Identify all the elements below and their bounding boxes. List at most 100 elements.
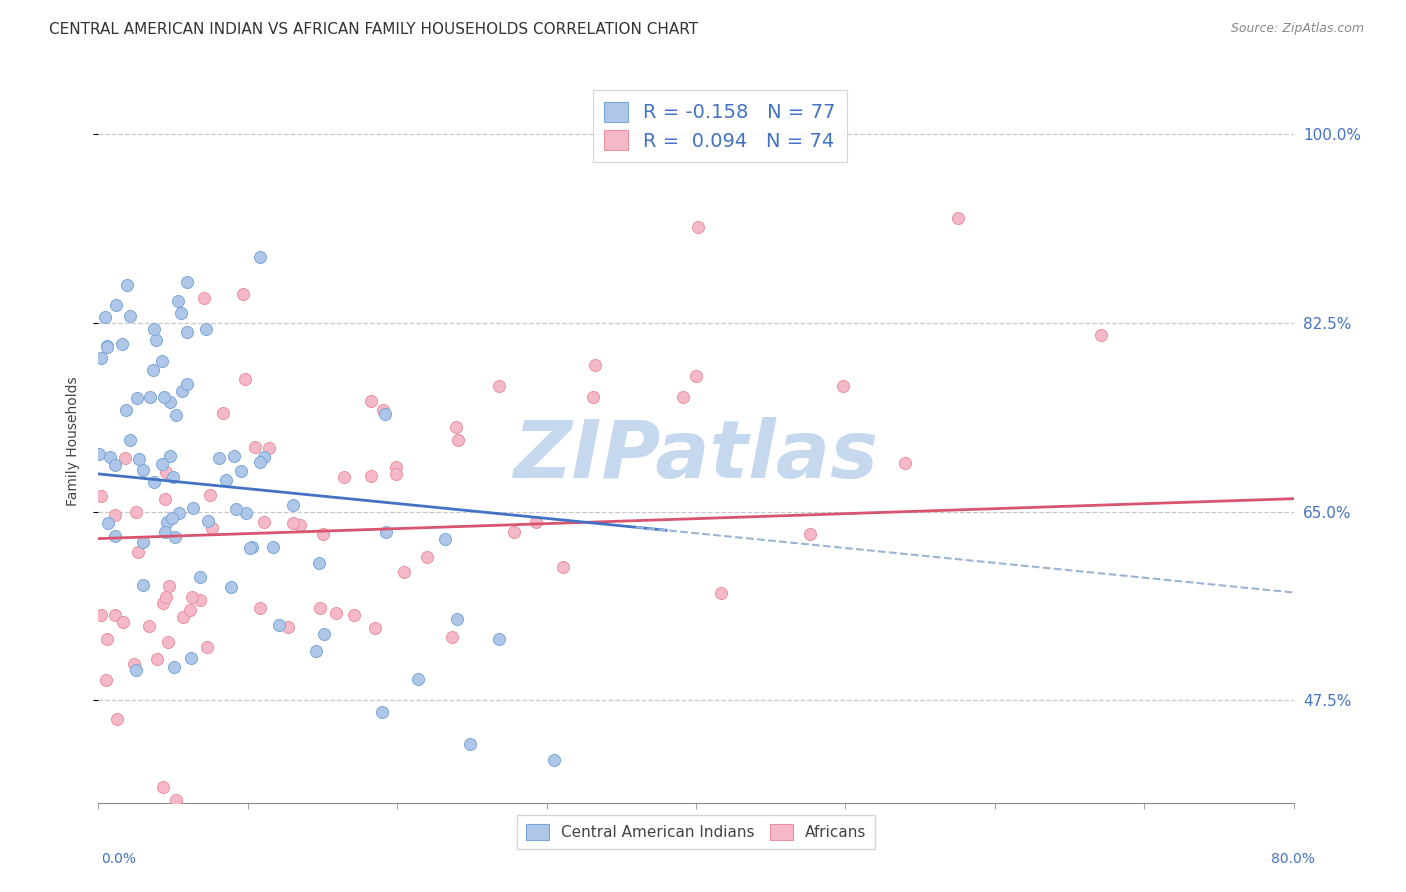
Point (176, 376, 198, 391)
Point (488, 379, 510, 393)
Point (131, 578, 153, 592)
Point (128, 452, 150, 467)
Point (543, 753, 565, 767)
Point (150, 458, 173, 472)
Point (524, 515, 547, 529)
Point (281, 516, 304, 530)
Point (201, 521, 224, 535)
Point (394, 565, 416, 579)
Point (132, 463, 155, 477)
Point (165, 793, 187, 807)
Text: 0.0%: 0.0% (101, 852, 136, 866)
Point (458, 737, 481, 751)
Point (211, 406, 233, 420)
Point (374, 525, 396, 540)
Text: CENTRAL AMERICAN INDIAN VS AFRICAN FAMILY HOUSEHOLDS CORRELATION CHART: CENTRAL AMERICAN INDIAN VS AFRICAN FAMIL… (49, 22, 699, 37)
Point (249, 601, 271, 615)
Point (288, 517, 311, 532)
Point (408, 673, 430, 687)
Point (125, 663, 148, 677)
Point (98, 450, 121, 465)
Point (90, 351, 112, 365)
Point (145, 334, 167, 348)
Point (370, 706, 392, 720)
Point (235, 506, 257, 520)
Point (87, 447, 110, 461)
Point (239, 541, 262, 555)
Point (360, 394, 382, 409)
Point (374, 407, 396, 421)
Point (139, 391, 162, 405)
Point (281, 498, 304, 512)
Point (157, 635, 180, 649)
Point (257, 441, 280, 455)
Point (831, 378, 853, 392)
Point (269, 617, 291, 632)
Point (385, 467, 408, 481)
Point (503, 524, 526, 539)
Point (167, 506, 190, 520)
Point (176, 326, 198, 340)
Point (155, 492, 177, 507)
Point (385, 459, 408, 474)
Point (96, 339, 118, 353)
Point (104, 529, 127, 543)
Point (253, 515, 276, 529)
Point (441, 630, 464, 644)
Point (125, 391, 148, 405)
Point (710, 586, 733, 600)
Point (170, 384, 193, 399)
Point (312, 526, 335, 541)
Point (240, 541, 263, 555)
Point (131, 535, 153, 549)
Point (197, 514, 219, 528)
Point (127, 544, 149, 558)
Point (96, 632, 118, 646)
Point (195, 640, 218, 654)
Point (325, 606, 347, 620)
Point (309, 600, 332, 615)
Point (159, 394, 181, 409)
Point (308, 556, 330, 570)
Point (94, 310, 117, 324)
Point (225, 502, 247, 516)
Point (172, 610, 194, 624)
Point (152, 354, 174, 368)
Point (97, 516, 120, 530)
Point (194, 322, 217, 336)
Point (142, 363, 165, 377)
Point (434, 532, 457, 546)
Point (146, 652, 169, 666)
Point (101, 805, 124, 819)
Point (170, 305, 193, 319)
Point (180, 651, 202, 665)
Point (162, 470, 184, 484)
Point (249, 250, 271, 264)
Point (224, 449, 246, 463)
Point (249, 455, 271, 469)
Point (277, 619, 299, 633)
Point (190, 593, 212, 607)
Point (446, 612, 468, 626)
Point (415, 549, 437, 564)
Point (152, 596, 174, 610)
Point (87, 840, 110, 855)
Point (155, 465, 177, 479)
Point (198, 488, 221, 502)
Point (686, 219, 709, 234)
Point (583, 358, 606, 372)
Point (215, 473, 238, 487)
Point (153, 390, 176, 404)
Point (165, 408, 187, 422)
Point (183, 500, 205, 515)
Point (232, 287, 254, 301)
Point (447, 434, 470, 448)
Point (312, 627, 335, 641)
Point (364, 621, 387, 635)
Point (233, 372, 256, 386)
Point (188, 570, 211, 584)
Point (219, 581, 242, 595)
Point (229, 464, 252, 478)
Point (142, 475, 165, 489)
Point (444, 420, 467, 434)
